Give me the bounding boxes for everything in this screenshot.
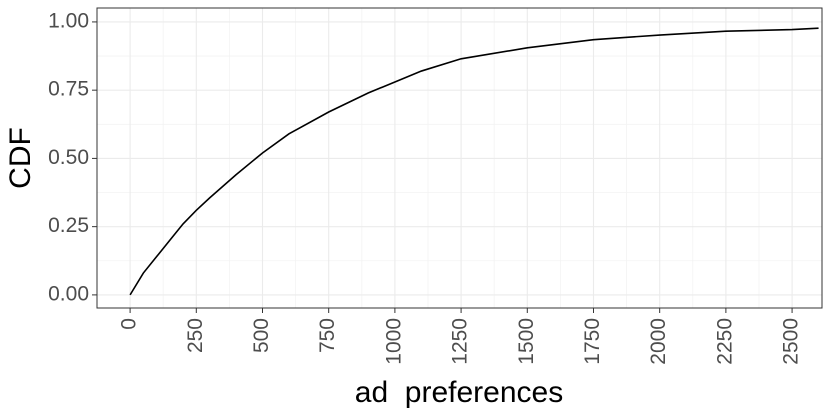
x-tick-label: 1250 (449, 318, 472, 365)
x-tick-label: 1000 (382, 318, 405, 365)
x-tick-label: 2000 (647, 318, 670, 365)
x-tick-label: 750 (316, 318, 339, 353)
x-tick-label: 2500 (780, 318, 803, 365)
cdf-line (129, 27, 819, 296)
x-tick-label: 0 (118, 318, 141, 330)
x-tick-label: 1750 (581, 318, 604, 365)
y-axis-title: CDF (4, 127, 37, 189)
panel-border (96, 7, 823, 309)
x-tick-label: 2250 (713, 318, 736, 365)
x-tick-label: 250 (184, 318, 207, 353)
y-tick-label: 1.00 (48, 9, 89, 32)
x-tick-label: 1500 (515, 318, 538, 365)
x-axis-title: ad preferences (355, 376, 563, 409)
y-tick-label: 0.00 (48, 282, 89, 305)
x-tick-label: 500 (250, 318, 273, 353)
y-tick-label: 0.50 (48, 146, 89, 169)
y-tick-label: 0.75 (48, 78, 89, 101)
y-tick-label: 0.25 (48, 214, 89, 237)
